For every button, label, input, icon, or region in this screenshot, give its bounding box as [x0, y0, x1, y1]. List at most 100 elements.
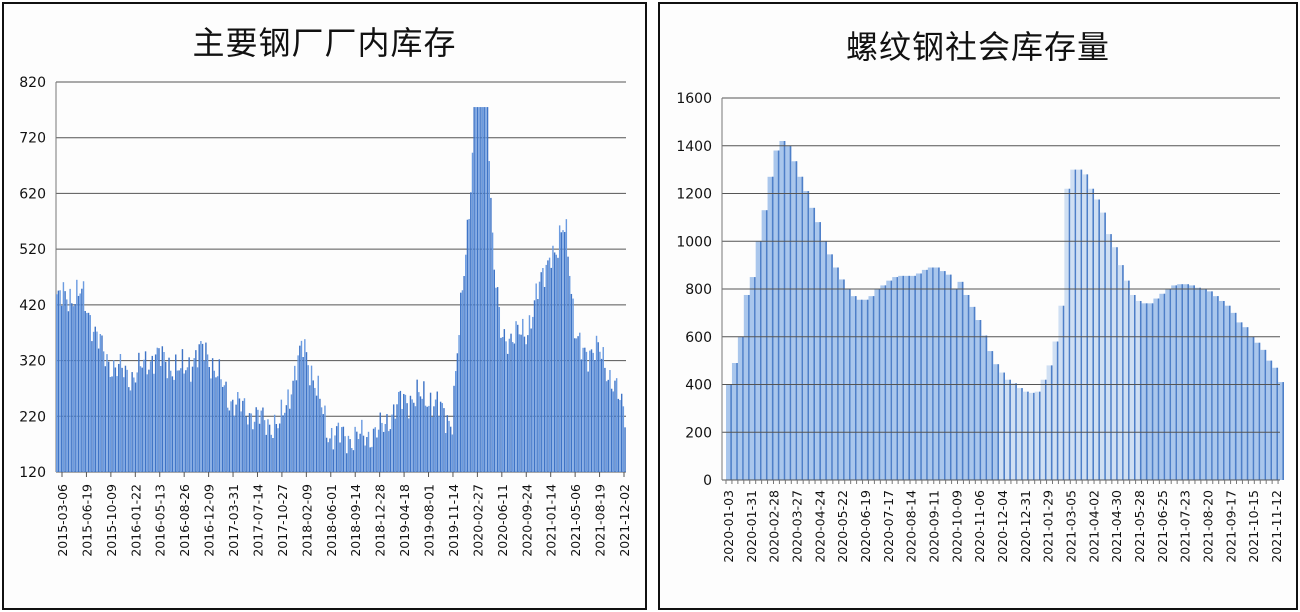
bar [186, 367, 189, 472]
bar [208, 367, 210, 472]
bar [898, 275, 905, 480]
bar [280, 399, 283, 472]
bar [258, 423, 261, 472]
bar [886, 280, 893, 480]
bar [419, 396, 422, 472]
bar [429, 392, 432, 472]
bar [216, 376, 219, 472]
bar [324, 405, 326, 472]
bar [119, 354, 122, 472]
bar [585, 351, 588, 472]
bar [409, 395, 412, 472]
bar [305, 352, 308, 472]
bar [455, 371, 457, 472]
chart-panel-rebar-social-inventory: 螺纹钢社会库存量 0 200 400 600 800 1000 1200 1400 1600 20… [658, 2, 1298, 610]
bar [406, 403, 408, 472]
bar [493, 269, 495, 472]
bar [129, 390, 132, 472]
bar [957, 281, 964, 480]
x-tick-label: 2018-12-28 [373, 484, 388, 557]
bar [981, 335, 988, 480]
bar [987, 351, 994, 480]
bar [1212, 296, 1219, 480]
x-tick-label: 2016-08-26 [177, 484, 192, 557]
x-tick-label: 2021-06-25 [1155, 490, 1170, 563]
bar [1177, 284, 1184, 480]
bar [525, 344, 527, 472]
bar [826, 254, 833, 480]
bar [128, 387, 130, 472]
bar [550, 267, 552, 472]
bar [294, 365, 296, 472]
bar [263, 420, 266, 472]
bar [154, 354, 157, 472]
bar [285, 405, 288, 472]
bar [84, 310, 86, 472]
bar [310, 365, 313, 472]
bar [1218, 300, 1225, 480]
bar [515, 321, 517, 472]
bar [619, 400, 621, 472]
x-tick-label: 2020-01-03 [721, 490, 736, 563]
x-tick-label: 2021-08-19 [593, 484, 608, 557]
bar [386, 414, 388, 472]
bar [81, 288, 83, 472]
bar [237, 392, 239, 472]
x-tick-label: 2017-07-14 [250, 484, 265, 557]
bar [506, 353, 509, 472]
bar [449, 426, 452, 472]
bar [57, 290, 60, 472]
bar [309, 385, 311, 472]
bar [416, 379, 418, 472]
bar [230, 401, 232, 472]
bar [297, 355, 299, 472]
bar [607, 379, 609, 472]
bar [577, 336, 579, 472]
bar [91, 341, 93, 472]
bar [392, 404, 395, 472]
bar [1064, 188, 1071, 480]
bar [910, 275, 916, 480]
bar [411, 399, 413, 472]
bar [1236, 322, 1243, 480]
bar [1005, 379, 1011, 480]
chart-title: 螺纹钢社会库存量 [845, 28, 1110, 66]
bar [466, 219, 469, 472]
bar [785, 145, 792, 480]
bar [379, 412, 381, 472]
bar [139, 366, 142, 472]
bar [94, 326, 96, 472]
bar [797, 176, 804, 480]
bar [767, 176, 774, 480]
x-tick-label: 2021-12-02 [617, 484, 632, 557]
bar [485, 107, 487, 473]
bar [481, 107, 484, 473]
bar [1028, 392, 1035, 480]
bar [496, 287, 499, 472]
y-tick-label: 720 [19, 131, 46, 147]
bar [610, 388, 613, 472]
bar [809, 207, 816, 480]
bar [173, 379, 175, 472]
bar [1230, 312, 1237, 480]
x-tick-label: 2016-01-22 [128, 484, 143, 557]
bar [101, 335, 103, 472]
bar-chart-steel-mill-inventory: 120 220 320 420 520 620 720 820 2015-03-06 2015-0… [19, 75, 632, 557]
bar [79, 293, 81, 472]
bar [221, 386, 224, 472]
bar [356, 431, 358, 472]
bar [227, 407, 229, 472]
bar [548, 257, 551, 472]
bar [602, 347, 604, 472]
x-tick-label: 2020-09-24 [519, 484, 534, 557]
bar [367, 431, 370, 472]
bar [560, 232, 563, 472]
bar [737, 336, 744, 480]
y-tick-label: 420 [19, 298, 46, 314]
x-tick-label: 2021-08-20 [1201, 490, 1216, 563]
bar [260, 410, 262, 472]
bar [542, 268, 544, 472]
bar [158, 348, 160, 472]
bar [299, 345, 301, 472]
bar [418, 392, 420, 472]
